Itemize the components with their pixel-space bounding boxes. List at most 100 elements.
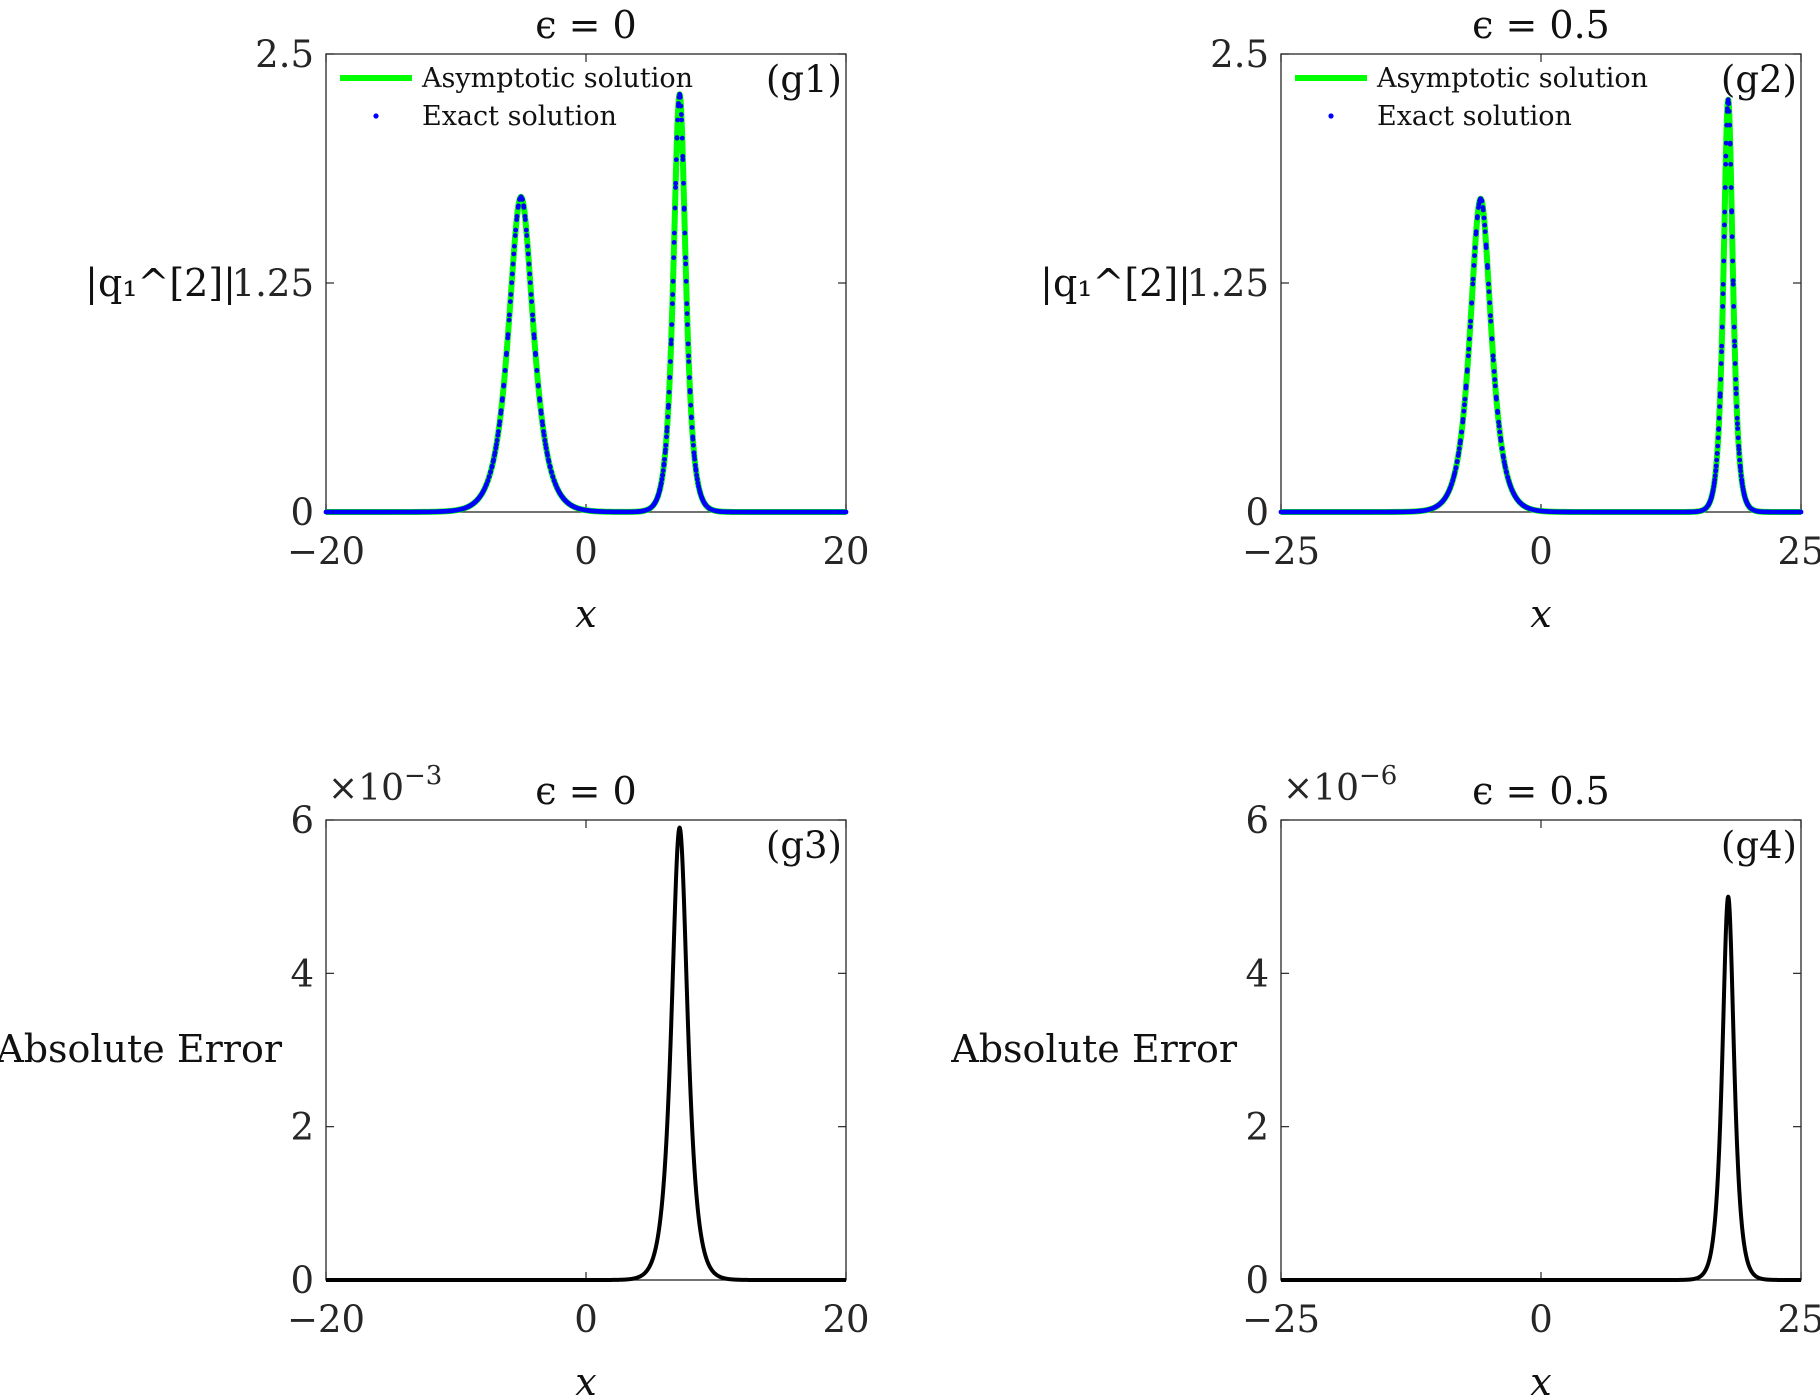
- data-point: [485, 478, 491, 484]
- legend-entry: Asymptotic solution: [421, 63, 693, 94]
- panel-label: (g1): [766, 58, 842, 101]
- data-point: [1721, 234, 1727, 240]
- data-point: [678, 103, 684, 109]
- data-point: [1720, 281, 1726, 287]
- data-point: [1456, 446, 1462, 451]
- data-point: [1727, 122, 1733, 128]
- data-point: [1714, 457, 1720, 463]
- legend: Asymptotic solution Exact solution: [340, 63, 693, 132]
- data-point: [530, 317, 536, 323]
- data-point: [1490, 357, 1496, 363]
- x-tick-label: 25: [1777, 1298, 1820, 1341]
- data-point: [1738, 473, 1744, 479]
- x-tick-label: −20: [287, 1298, 365, 1341]
- data-point: [507, 312, 512, 318]
- data-point: [537, 396, 542, 401]
- data-point: [1723, 140, 1729, 146]
- y-axis-label: Absolute Error: [950, 1027, 1238, 1071]
- data-point: [1728, 161, 1734, 167]
- data-point: [1467, 324, 1473, 330]
- data-point: [1480, 205, 1486, 210]
- data-point: [500, 396, 505, 401]
- data-point: [1738, 468, 1744, 474]
- data-point: [1720, 304, 1726, 309]
- data-point: [494, 442, 499, 447]
- data-point: [667, 375, 673, 380]
- y-tick-label: 2: [1245, 1106, 1269, 1149]
- data-point: [1455, 453, 1461, 459]
- data-point: [679, 135, 685, 141]
- y-tick-label: 0: [1245, 1259, 1269, 1302]
- data-point: [1720, 291, 1726, 297]
- panel-label: (g2): [1721, 58, 1797, 101]
- data-point: [1496, 419, 1502, 425]
- series-exact-solution: [323, 91, 849, 515]
- data-point: [1735, 426, 1741, 431]
- data-point: [1713, 468, 1719, 474]
- chart-title: ϵ = 0.5: [1472, 769, 1610, 813]
- data-point: [671, 255, 677, 261]
- data-point: [1727, 140, 1733, 146]
- x-tick-label: 0: [1529, 1298, 1553, 1341]
- data-point: [1502, 465, 1508, 470]
- data-point: [1722, 222, 1727, 228]
- data-point: [1464, 369, 1470, 374]
- x-axis-label: x: [1530, 592, 1551, 636]
- data-point: [684, 311, 690, 316]
- data-point: [1723, 161, 1729, 167]
- data-point: [1473, 229, 1479, 235]
- data-point: [1745, 502, 1751, 508]
- x-tick-label: 20: [822, 530, 869, 573]
- data-point: [1461, 408, 1467, 414]
- data-point: [1737, 457, 1743, 463]
- data-point: [1471, 263, 1477, 268]
- x-tick-label: −20: [287, 530, 365, 573]
- data-point: [1472, 245, 1478, 251]
- data-point: [694, 476, 700, 482]
- data-point: [1451, 474, 1457, 480]
- data-point: [510, 261, 516, 267]
- data-point: [1523, 504, 1529, 510]
- data-point: [1719, 343, 1725, 349]
- data-point: [681, 180, 686, 186]
- data-point: [666, 402, 671, 408]
- data-point: [1733, 391, 1739, 397]
- data-point: [687, 375, 692, 380]
- data-point: [1491, 369, 1497, 374]
- data-point: [674, 135, 680, 141]
- chart-title: ϵ = 0.5: [1472, 3, 1610, 47]
- data-point: [498, 408, 504, 413]
- data-point: [1476, 205, 1481, 210]
- legend-entry: Exact solution: [1377, 101, 1572, 132]
- data-point: [571, 504, 577, 510]
- data-point: [658, 480, 664, 486]
- data-point: [677, 94, 683, 100]
- data-point: [1495, 408, 1500, 414]
- x-tick-label: 0: [574, 1298, 598, 1341]
- data-point: [527, 280, 533, 286]
- data-point: [545, 452, 550, 458]
- data-point: [1497, 429, 1503, 435]
- data-point: [1501, 459, 1507, 465]
- data-point: [496, 429, 501, 434]
- data-point: [550, 474, 556, 480]
- data-point: [1719, 349, 1724, 355]
- data-point: [493, 445, 499, 451]
- data-point: [1499, 446, 1505, 451]
- y-tick-label: 1.25: [1187, 262, 1269, 305]
- data-point: [1492, 383, 1498, 389]
- data-point: [684, 301, 690, 307]
- data-point: [1462, 396, 1468, 402]
- data-point: [1458, 438, 1463, 444]
- data-point: [1465, 353, 1471, 359]
- data-point: [1488, 313, 1493, 319]
- data-point: [662, 456, 667, 462]
- data-point: [1732, 361, 1738, 366]
- data-point: [693, 468, 699, 473]
- series-asymptotic-solution: [323, 91, 849, 515]
- data-point: [1482, 222, 1488, 228]
- data-point: [533, 352, 538, 358]
- data-point: [1712, 473, 1718, 479]
